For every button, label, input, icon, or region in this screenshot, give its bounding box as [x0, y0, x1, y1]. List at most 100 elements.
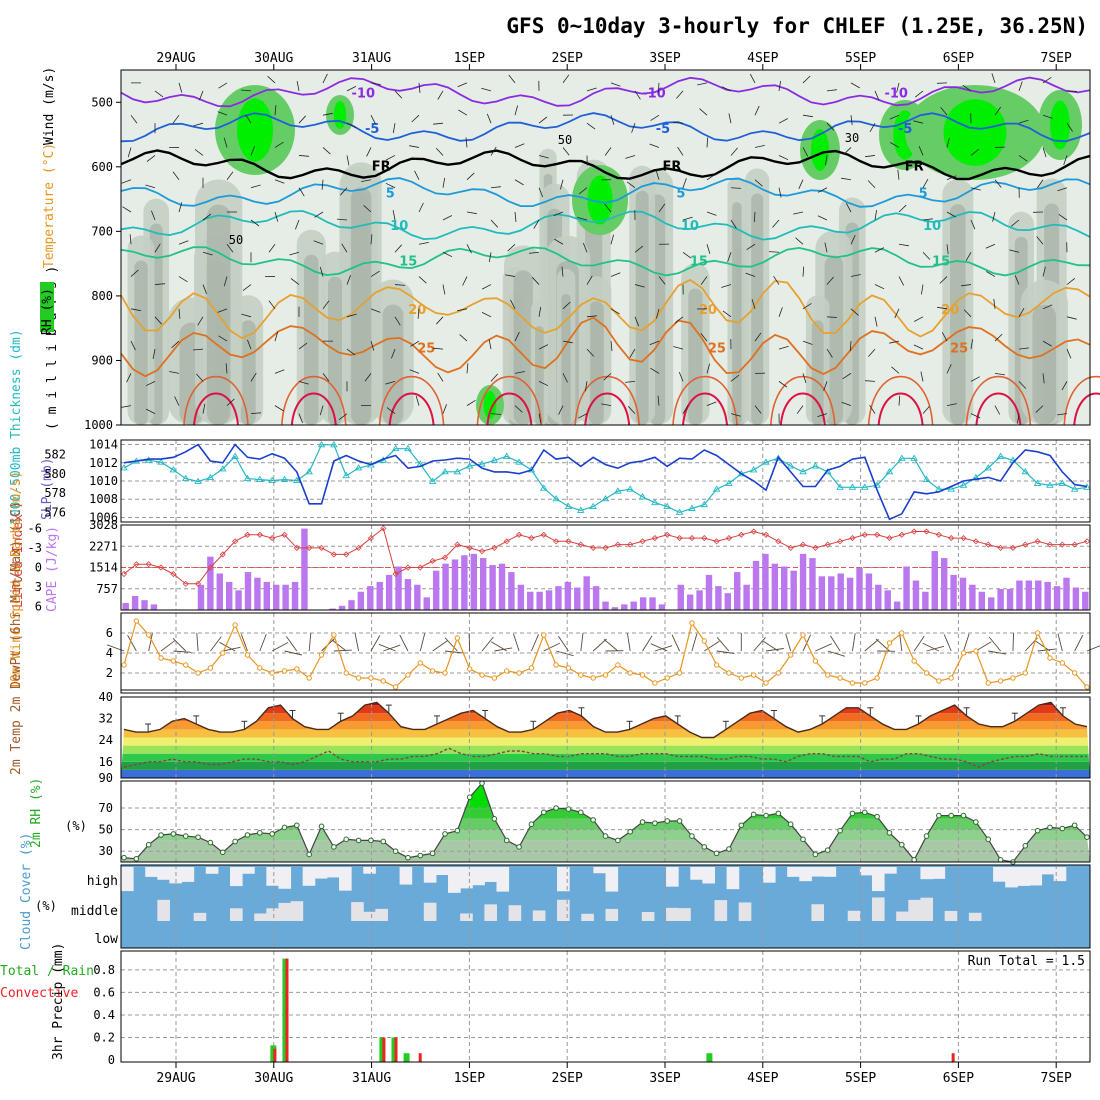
thickness-point — [539, 484, 548, 491]
upper-wind-barb — [754, 332, 762, 342]
wind-barb — [988, 650, 1007, 655]
upper-wind-barb — [385, 380, 396, 385]
upper-wind-barb — [459, 334, 468, 342]
upper-wind-barb — [322, 112, 333, 116]
rh-contour-label: 50 — [229, 233, 243, 247]
rh2m-point — [479, 780, 485, 786]
lifted-index-point — [565, 538, 572, 545]
upper-wind-barb — [1042, 76, 1052, 84]
wind-speed-point — [405, 672, 411, 678]
upper-wind-barb — [1036, 179, 1044, 189]
lifted-index-point — [195, 580, 202, 587]
lifted-index-point — [602, 544, 609, 551]
cloud-mid-gap — [290, 901, 304, 921]
lifted-index-point — [466, 544, 473, 551]
thickness-point — [885, 467, 894, 475]
cape-bar — [348, 600, 355, 610]
temp-contour-line — [120, 316, 1091, 378]
upper-wind-barb — [370, 82, 381, 85]
rh2m-point — [503, 837, 510, 844]
warm-loop — [290, 392, 337, 426]
lifted-index-point — [1059, 541, 1066, 548]
upper-wind-barb — [193, 122, 204, 127]
wind-speed-point — [923, 670, 930, 676]
cloud-high-gap — [1005, 867, 1018, 888]
upper-wind-barb — [850, 115, 853, 126]
cloud-high-gap — [435, 867, 449, 876]
upper-wind-barb — [202, 213, 212, 221]
upper-wind-barb — [202, 251, 213, 256]
upper-wind-barb — [121, 179, 132, 184]
warm-loop — [877, 392, 924, 426]
upper-wind-barb — [634, 245, 644, 253]
upper-wind-barb — [514, 143, 525, 148]
upper-wind-barb — [250, 219, 260, 227]
upper-wind-barb — [994, 405, 1001, 415]
wind-speed-point — [899, 630, 905, 636]
upper-wind-barb — [560, 179, 564, 190]
upper-wind-barb — [610, 82, 621, 87]
upper-wind-barb — [778, 155, 789, 161]
wind-barb — [378, 643, 396, 652]
upper-wind-barb — [267, 75, 276, 84]
upper-wind-barb — [274, 105, 277, 116]
top-date-label: 5SEP — [845, 51, 876, 66]
temp-color-band — [121, 745, 1090, 754]
upper-wind-barb — [842, 373, 852, 380]
thickness-point — [317, 440, 326, 448]
cape-bar — [329, 608, 336, 610]
upper-wind-barb — [370, 115, 376, 125]
upper-wind-barb — [586, 122, 596, 130]
precip-tick-label: 0 — [108, 1053, 115, 1067]
upper-wind-barb — [154, 283, 166, 285]
upper-wind-barb — [802, 147, 809, 157]
wind-barb — [491, 641, 507, 652]
upper-wind-barb — [558, 405, 564, 415]
cape-bar — [602, 601, 609, 610]
upper-wind-barb — [730, 187, 742, 189]
upper-wind-barb — [298, 155, 310, 157]
upper-wind-barb — [874, 210, 877, 221]
precip-conv-bar — [285, 958, 289, 1062]
wind-barb — [444, 637, 458, 652]
thickness-point — [601, 494, 610, 502]
cloud-label: Cloud Cover (%) — [19, 833, 34, 950]
cloud-high-gap — [448, 867, 461, 893]
cloud-mid-gap — [678, 908, 691, 921]
upper-wind-barb — [867, 180, 876, 189]
upper-wind-barb — [319, 266, 324, 277]
wind-barb — [558, 635, 569, 652]
upper-wind-barb — [505, 274, 516, 277]
upper-wind-barb — [672, 122, 684, 124]
upper-wind-barb — [322, 147, 331, 155]
cape-bar — [461, 555, 468, 610]
thickness-point — [515, 458, 523, 465]
upper-wind-barb — [985, 243, 996, 249]
lifted-index-point — [775, 538, 782, 545]
cape-bar — [931, 551, 938, 610]
cloud-mid-gap — [375, 908, 388, 921]
upper-wind-barb — [850, 274, 861, 277]
thickness-point — [157, 458, 165, 465]
rh2m-point — [257, 830, 263, 836]
wind-speed-point — [1084, 684, 1090, 690]
rh2m-point — [355, 837, 362, 844]
rh2m-point — [886, 830, 893, 836]
lifted-index-point — [145, 561, 152, 568]
cape-bar — [583, 576, 590, 610]
run-total-label: Run Total = 1.5 — [968, 954, 1085, 969]
li-tick-label: 6 — [35, 600, 42, 614]
chart-title: GFS 0~10day 3-hourly for CHLEF (1.25E, 3… — [506, 14, 1088, 38]
cape-bar — [1053, 586, 1061, 610]
pressure-tick-label: 800 — [91, 289, 113, 303]
upper-wind-barb — [418, 202, 424, 213]
pressure-tick-label: 900 — [91, 353, 113, 367]
wind-barb — [642, 635, 653, 652]
wind-barb — [592, 638, 607, 652]
upper-wind-barb — [1018, 155, 1028, 162]
wind-speed-point — [615, 662, 621, 668]
rh2m-point — [627, 828, 633, 835]
rh-core — [688, 288, 703, 425]
cloud-cover-panel: Cloud Cover (%) high middle low (%) — [19, 833, 1091, 950]
wind-barb — [785, 633, 792, 652]
